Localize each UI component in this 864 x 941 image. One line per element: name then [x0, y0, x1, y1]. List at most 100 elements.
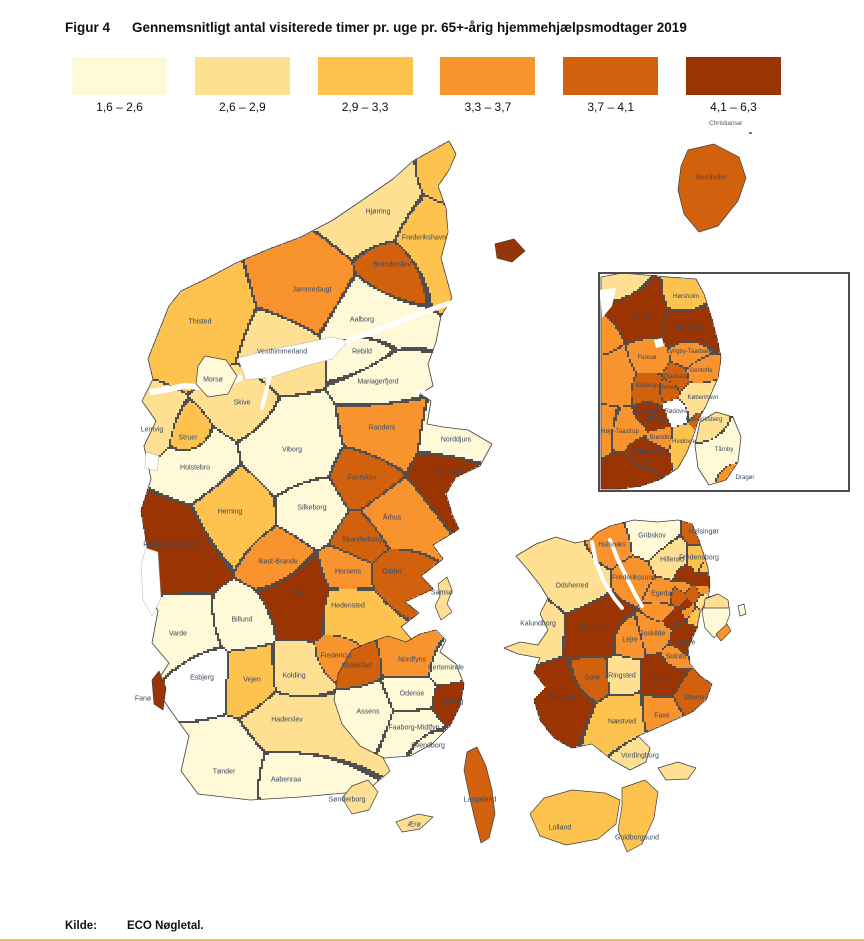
- municipality-label: Brønderslev: [373, 261, 411, 269]
- municipality-label: Hillerød: [659, 556, 685, 564]
- municipality-label: Vesthimmerland: [256, 348, 308, 356]
- source-text: ECO Nøgletal.: [126, 920, 204, 932]
- municipality-label: Norddjurs: [440, 436, 472, 444]
- municipality-label: Rødovre: [664, 409, 688, 415]
- municipality-label: Gribskov: [638, 532, 666, 540]
- municipality-label: Nyborg: [440, 698, 464, 706]
- legend-label: 2,6 – 2,9: [218, 100, 266, 114]
- municipality-label: Næstved: [607, 718, 637, 726]
- municipality-label: Skive: [233, 399, 251, 407]
- municipality-label: Faaborg-Midtfyn: [388, 724, 440, 732]
- municipality-label: Haderslev: [271, 716, 303, 724]
- legend-label: 3,7 – 4,1: [587, 100, 635, 114]
- municipality-label: Odder: [382, 568, 402, 576]
- legend-label: 1,6 – 2,6: [96, 100, 143, 114]
- legend-label: 2,9 – 3,3: [341, 100, 389, 114]
- municipality-label: Ballerup: [635, 383, 659, 389]
- municipality-label: Furesø: [637, 355, 657, 361]
- municipality-label: Silkeborg: [297, 504, 327, 512]
- municipality-label: Billund: [231, 616, 253, 624]
- municipality-label: Rudersdal: [675, 325, 703, 331]
- municipality-label: Ikast-Brande: [258, 558, 298, 566]
- municipality-label: Middelfart: [341, 662, 373, 670]
- municipality-label: Ringsted: [608, 672, 636, 680]
- municipality-label: Glostrup: [645, 417, 669, 423]
- municipality-label: Vordingborg: [621, 752, 659, 760]
- municipality-label: Frederikshavn: [401, 234, 447, 242]
- municipality-label: Hedensted: [331, 602, 365, 610]
- municipality-label: Ærø: [407, 821, 421, 829]
- municipality-label: Lejre: [622, 636, 638, 644]
- municipality-label: Varde: [168, 630, 188, 638]
- municipality-label: Lyngby-Taarbæk: [666, 349, 712, 355]
- legend-swatch: [440, 57, 536, 95]
- municipality-label: Holstebro: [180, 464, 210, 472]
- legend-swatch: [686, 57, 781, 95]
- municipality-label: Brøndby: [649, 435, 673, 441]
- municipality-label: Greve: [676, 639, 696, 647]
- municipality-label: Aalborg: [349, 316, 375, 324]
- legend-label: 3,3 – 3,7: [464, 100, 512, 114]
- municipality-label: Langeland: [463, 796, 497, 804]
- municipality-label: Holbæk: [579, 624, 605, 632]
- municipality-label: Helsingør: [689, 528, 719, 536]
- municipality-label: Hvidovre: [672, 439, 696, 445]
- municipality-label: Odsherred: [555, 582, 589, 590]
- municipality-label: Halsnæs: [598, 541, 626, 549]
- copenhagen-inset-frame: [598, 272, 850, 492]
- municipality-label: Gladsaxe: [663, 374, 689, 380]
- legend-swatch: [194, 57, 290, 95]
- municipality-label: København: [687, 395, 719, 401]
- municipality-label: Århus: [382, 514, 402, 522]
- municipality-label: Aabenraa: [270, 776, 302, 784]
- figure-caption: Gennemsnitligt antal visiterede timer pr…: [132, 20, 687, 35]
- municipality-label: Fanø: [134, 695, 152, 703]
- municipality-label: Bornholm: [696, 174, 726, 182]
- municipality-label: Fredericia: [320, 652, 352, 660]
- municipality-label: Hørsholm: [672, 294, 700, 300]
- municipality-label: Frederiksberg: [685, 417, 723, 423]
- municipality-label: Stevns: [683, 694, 705, 702]
- municipality-label: Kerteminde: [428, 664, 464, 672]
- municipality-label: Lemvig: [140, 426, 164, 434]
- municipality-label: Kolding: [282, 672, 306, 680]
- municipality-label: Guldborgsund: [615, 834, 659, 842]
- legend-swatch: [317, 57, 413, 95]
- municipality-label: Sønderborg: [328, 796, 366, 804]
- municipality-label: Horsens: [334, 568, 362, 576]
- municipality-label: Esbjerg: [190, 674, 214, 682]
- municipality-label: Nordfyns: [397, 656, 427, 664]
- municipality-label: Ishøj: [631, 449, 645, 455]
- figure-number: Figur 4: [65, 20, 111, 35]
- legend-label: 4,1 – 6,3: [710, 100, 757, 114]
- christianso-dot: [749, 132, 752, 134]
- municipality-label: Sorø: [584, 674, 600, 682]
- municipality-label: Dragør: [735, 475, 755, 481]
- municipality-label: Egedal: [651, 590, 673, 598]
- municipality-label: Skanderborg: [341, 536, 383, 544]
- municipality-label: Gentofte: [689, 368, 713, 374]
- municipality-label: Samsø: [430, 589, 454, 597]
- municipality-label: Rebild: [352, 348, 372, 356]
- municipality-label: Allerød: [630, 313, 650, 319]
- municipality-label: Læsø: [499, 248, 517, 256]
- municipality-label: Albertslund: [631, 409, 663, 415]
- source-label: Kilde:: [65, 920, 97, 932]
- municipality-label: Roskilde: [638, 630, 666, 638]
- municipality-label: Slagelse: [548, 694, 576, 702]
- municipality-label: Køge: [653, 674, 671, 682]
- municipality-label: Syddjurs: [436, 468, 464, 476]
- municipality-label: Fredensborg: [679, 554, 719, 562]
- municipality-label: Odense: [399, 690, 425, 698]
- municipality-label: Randers: [368, 424, 396, 432]
- municipality-label: Morsø: [203, 376, 223, 384]
- municipality-label: Tønder: [212, 768, 236, 776]
- christianso-label: Christiansø: [709, 120, 742, 127]
- municipality-label: Favrskov: [347, 474, 377, 482]
- municipality-label: Frederikssund: [611, 574, 657, 582]
- municipality-label: Vejen: [243, 676, 261, 684]
- municipality-label: Ringkøbing-Skjern: [143, 541, 201, 549]
- municipality-label: Høje-Taastrup: [601, 429, 639, 435]
- bottom-rule: [0, 939, 864, 941]
